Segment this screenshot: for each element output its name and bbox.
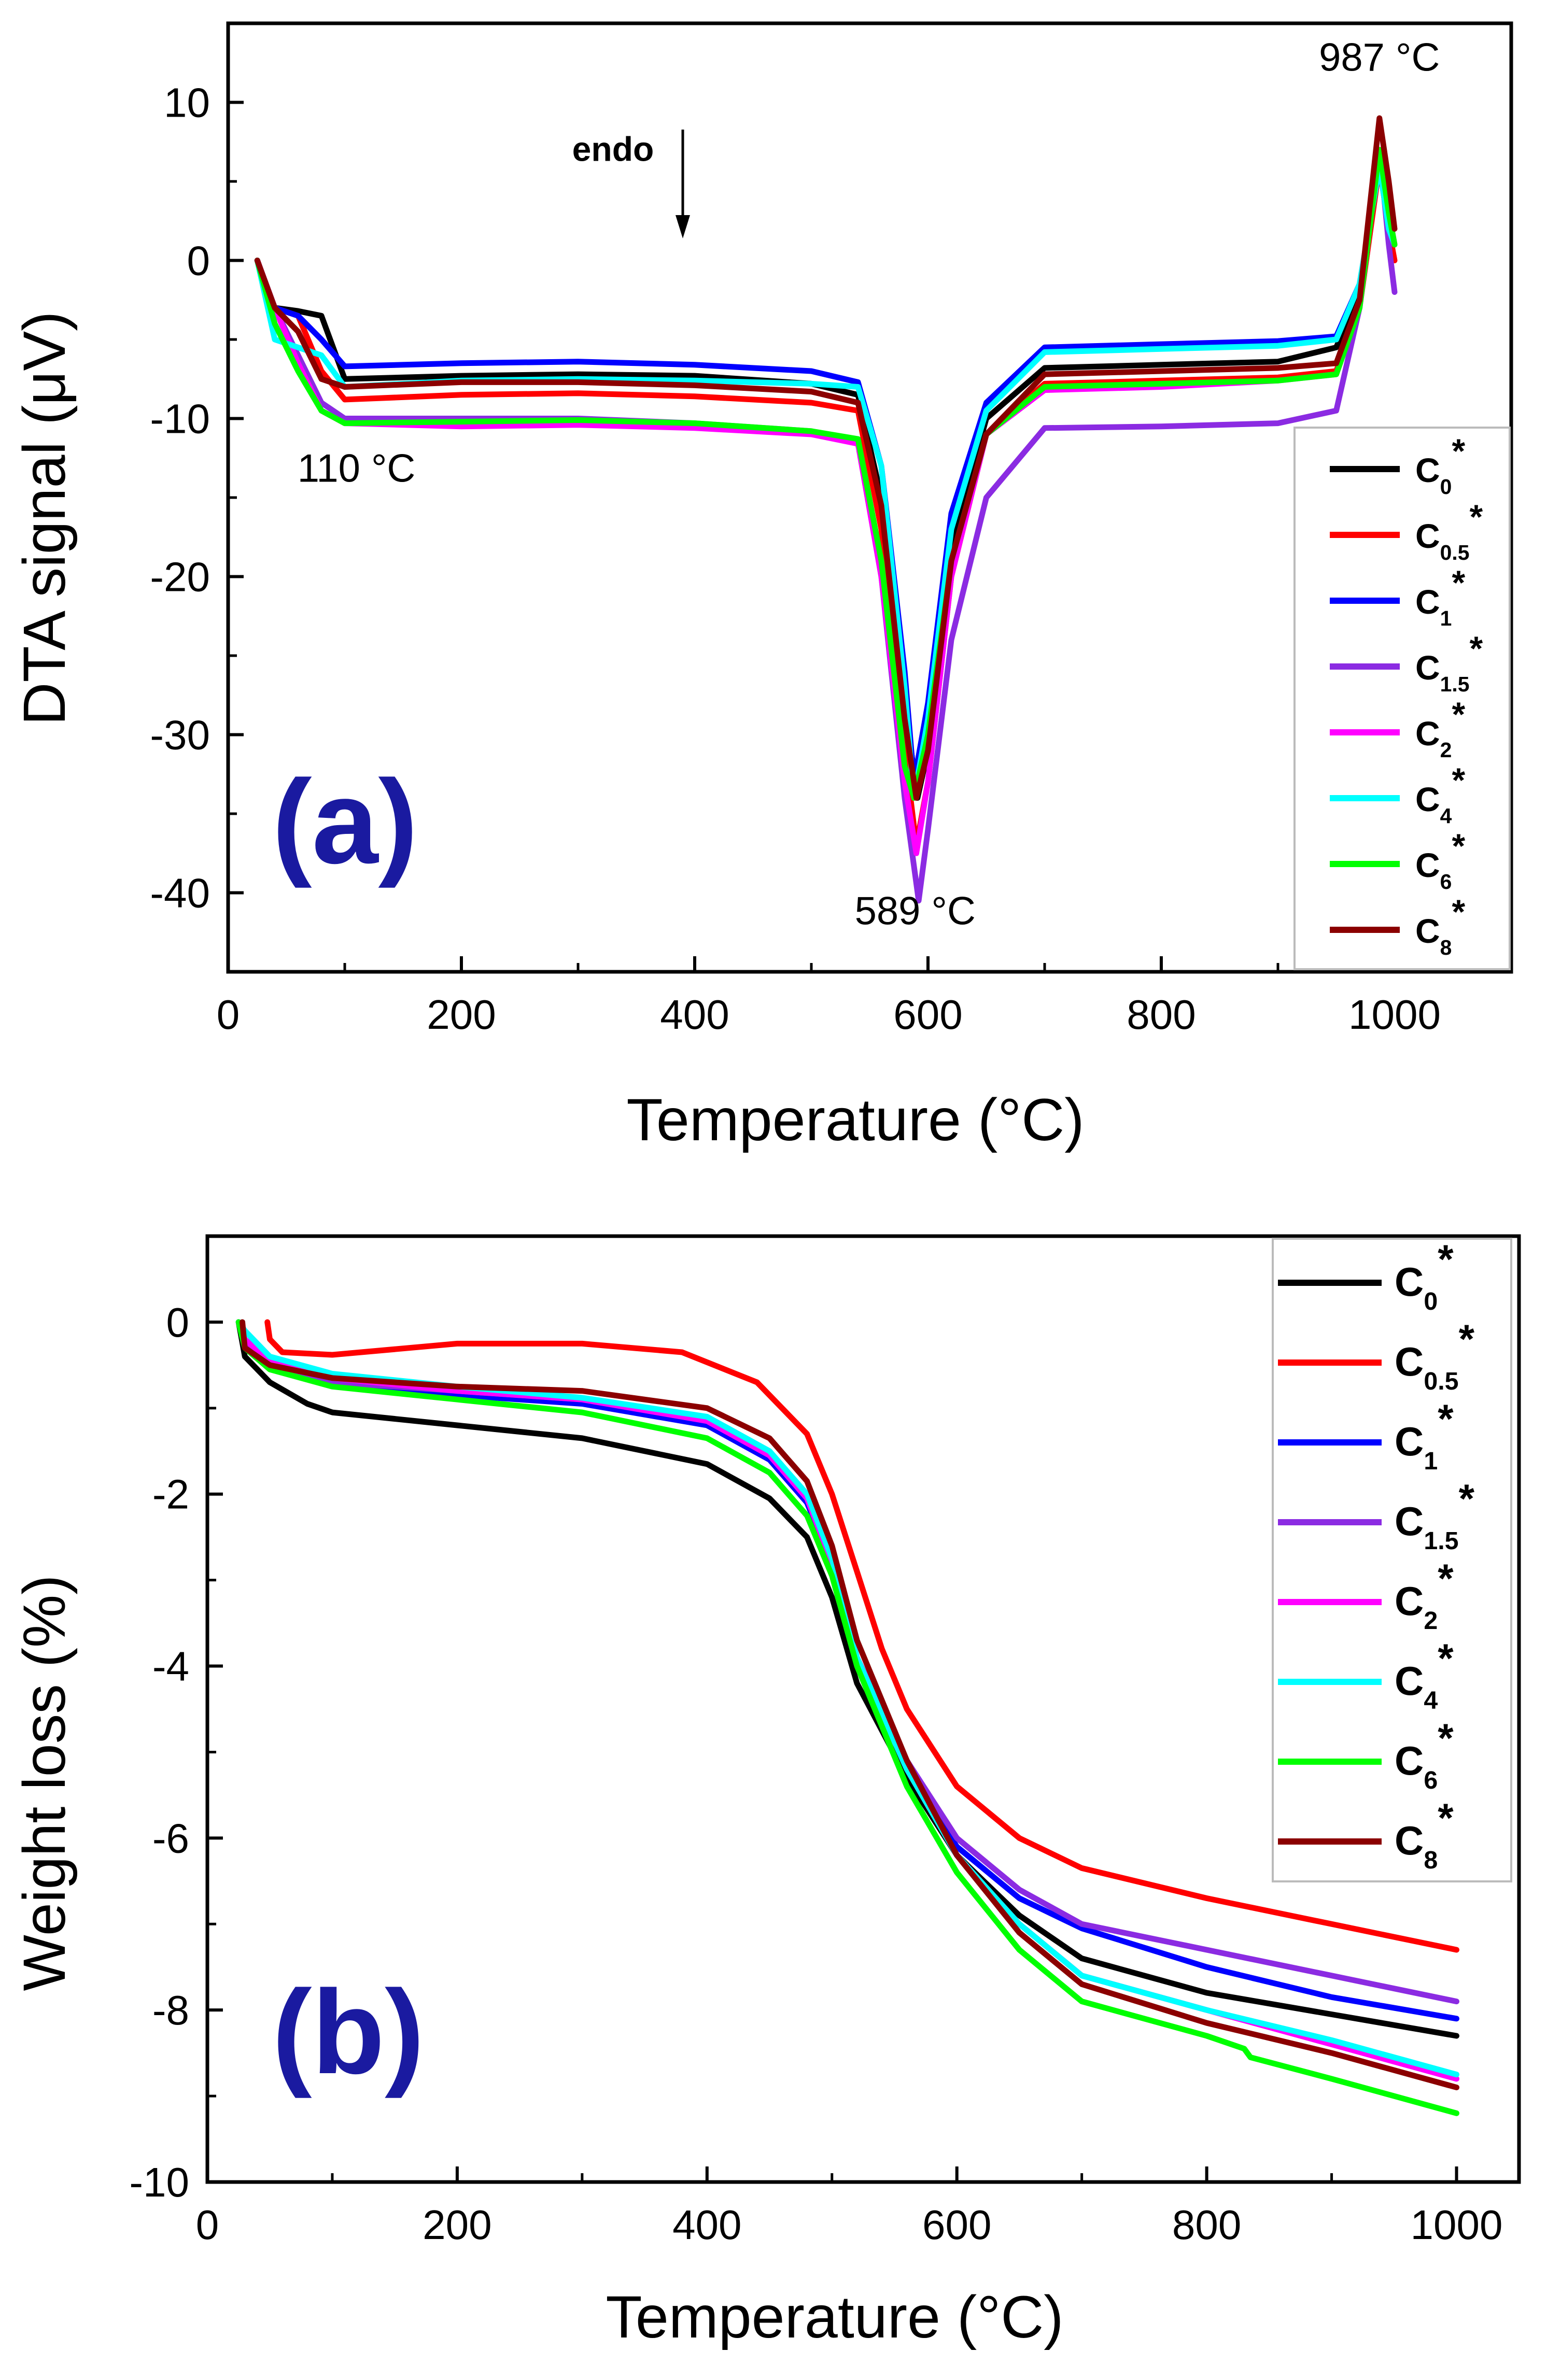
series-line-C1 [254,163,1398,785]
legend-label: C1.5* [1415,629,1483,696]
endo-arrow [676,130,690,238]
legend-label: C2* [1415,695,1465,762]
legend-box [1293,427,1511,970]
x-tick-label: 0 [217,991,240,1038]
axis-ticks: 0 200 400 600 800 1000 10 0 -10 -20 -30 -40 [150,80,1441,1038]
x-axis-label: Temperature (°C) [626,1087,1084,1153]
series-line-C0 [235,1319,1459,2039]
series-line-C2 [254,147,1398,856]
legend-label: C6* [1395,1715,1454,1794]
legend-label: C4* [1395,1635,1454,1715]
series-line-C8 [254,115,1398,801]
legend-label: C0* [1415,432,1465,499]
y-tick-label: 0 [166,1299,190,1345]
legend-label: C8* [1395,1795,1454,1874]
legend-label: C1* [1415,563,1465,630]
legend: C0*C0.5*C1*C1.5*C2*C4*C6*C8* [1272,1236,1512,1882]
legend-label: C6* [1415,827,1465,894]
series-line-C05 [254,163,1398,848]
panel-label: (b) [272,1965,425,2099]
legend-label: C1.5* [1395,1476,1475,1555]
series-line-C15 [254,147,1398,904]
annotation-label: 110 °C [298,447,416,491]
y-tick-label: -4 [152,1644,189,1690]
y-tick-label: -10 [150,396,210,442]
y-tick-label: -6 [152,1815,189,1861]
legend: C0*C0.5*C1*C1.5*C2*C4*C6*C8* [1293,427,1511,970]
panel-label: (a) [272,755,418,888]
y-tick-label: -8 [152,1987,189,2033]
series-lines [235,1319,1459,2116]
series-line-C4 [235,1319,1459,2078]
series-line-C8 [240,1319,1459,2090]
y-tick-label: -20 [150,554,210,600]
x-tick-label: 0 [196,2202,219,2248]
legend-label: C8* [1415,892,1465,959]
series-line-C6 [254,147,1398,801]
x-tick-label: 400 [672,2202,741,2248]
panel-a-dta-chart: DTA signal (μV) Temperature (°C) 0 200 400… [11,21,1513,1153]
plot-frame [226,21,1513,974]
series-line-C4 [254,163,1398,801]
y-tick-label: 10 [164,80,210,126]
series-line-C0 [254,147,1398,801]
annotation-label: endo [572,130,654,168]
x-tick-label: 600 [893,991,962,1038]
legend-label: C4* [1415,761,1465,828]
x-axis-label: Temperature (°C) [606,2284,1063,2350]
y-tick-label: -30 [150,712,210,758]
y-tick-label: -2 [152,1471,189,1518]
series-lines [254,115,1398,904]
axis-ticks: 0 200 400 600 800 1000 0 -2 -4 -6 -8 -10 [129,1299,1502,2248]
legend-label: C2* [1395,1555,1454,1635]
panel-b-tga-chart: Weight loss (%) Temperature (°C) 0 200 400… [11,1234,1521,2350]
annotation-label: 987 °C [1319,36,1440,80]
x-tick-label: 200 [423,2202,491,2248]
x-tick-label: 600 [922,2202,991,2248]
y-tick-label: 0 [187,238,210,284]
plot-frame [205,1234,1521,2184]
y-axis-label: DTA signal (μV) [11,311,78,725]
x-tick-label: 1000 [1348,991,1441,1038]
annotations: 987 °C 110 °C 589 °C endo [298,36,1440,933]
x-tick-label: 400 [660,991,729,1038]
series-line-C6 [235,1319,1459,2116]
annotation-label: 589 °C [855,889,976,933]
x-tick-label: 200 [427,991,496,1038]
x-tick-label: 1000 [1411,2202,1503,2248]
x-tick-label: 800 [1172,2202,1241,2248]
legend-label: C0.5* [1415,498,1483,564]
y-tick-label: -40 [150,870,210,916]
legend-label: C0* [1395,1236,1454,1315]
x-tick-label: 800 [1127,991,1196,1038]
legend-label: C1* [1395,1396,1454,1475]
legend-box [1272,1238,1512,1882]
y-tick-label: -10 [129,2159,189,2205]
legend-label: C0.5* [1395,1316,1475,1395]
series-line-C05 [264,1319,1459,1953]
y-axis-label: Weight loss (%) [11,1575,78,1991]
